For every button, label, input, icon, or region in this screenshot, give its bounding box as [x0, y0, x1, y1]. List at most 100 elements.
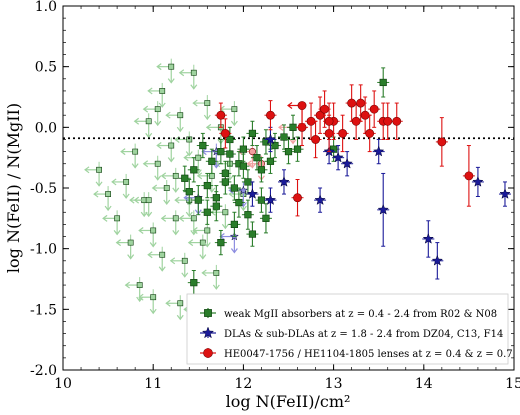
- data-point: [297, 101, 307, 110]
- data-point: [464, 171, 474, 181]
- upper-limit-arrow-head: [149, 308, 157, 315]
- data-point: [257, 196, 266, 204]
- data-point: [221, 178, 229, 186]
- left-limit-arrow-head: [84, 166, 90, 174]
- left-limit-arrow-head: [138, 293, 144, 301]
- limit-marker: [150, 294, 157, 301]
- left-limit-arrow-head: [183, 194, 189, 202]
- y-tick-label: 0.0: [35, 120, 57, 136]
- upper-limit-arrow-head: [185, 211, 193, 218]
- left-limit-arrow-head: [246, 160, 252, 168]
- data-point: [324, 116, 334, 126]
- limit-marker: [177, 300, 184, 307]
- data-point: [181, 174, 189, 182]
- upper-limit-arrow-head: [167, 157, 175, 163]
- left-limit-arrow-head: [129, 196, 135, 204]
- data-point: [499, 188, 511, 199]
- left-limit-arrow-head: [169, 257, 176, 265]
- upper-limit-arrow-head: [221, 223, 229, 230]
- legend-label: HE0047-1756 / HE1104-1805 lenses at z = …: [224, 349, 513, 360]
- axis-ticks: 10 11 12 13 14 15 1.0 0.5 0.0 -0.5 -1.0 -1.5 -2.0: [30, 0, 520, 392]
- limit-marker: [186, 136, 193, 143]
- data-point: [190, 279, 198, 287]
- left-limit-arrow-head: [187, 239, 194, 247]
- data-point: [190, 166, 198, 174]
- data-point: [246, 188, 259, 199]
- left-limit-arrow-head: [174, 196, 180, 204]
- data-point: [320, 104, 330, 114]
- data-point: [194, 196, 202, 204]
- upper-limit-arrow-head: [185, 151, 193, 157]
- legend-box: [186, 293, 509, 365]
- data-point: [293, 145, 302, 153]
- left-limit-arrow-head: [156, 142, 162, 150]
- legend: weak MgII absorbers at z = 0.4 - 2.4 fro…: [186, 293, 513, 365]
- data-point: [264, 133, 277, 145]
- legend-marker: [201, 326, 215, 339]
- upper-limit-arrow-head: [289, 138, 297, 145]
- y-tick-label: -0.5: [30, 181, 57, 197]
- data-point: [289, 123, 297, 131]
- limit-marker: [105, 191, 111, 197]
- data-point: [332, 151, 344, 163]
- upper-limit-arrow-head: [203, 114, 211, 121]
- limit-marker: [145, 118, 152, 125]
- x-tick-label: 12: [234, 376, 252, 392]
- data-point: [365, 128, 375, 138]
- left-limit-arrow-head: [178, 214, 185, 222]
- limit-marker: [172, 172, 179, 179]
- left-limit-arrow-head: [278, 123, 284, 131]
- upper-limit-arrow-head: [239, 205, 247, 212]
- limit-marker: [204, 227, 211, 234]
- limit-marker: [177, 112, 184, 119]
- left-limit-arrow-head: [192, 99, 198, 107]
- upper-limit-arrow-head: [176, 314, 184, 321]
- upper-limit-arrow-head: [172, 187, 180, 193]
- upper-limit-arrow-head: [104, 205, 112, 212]
- limit-marker: [132, 148, 139, 155]
- limit-marker: [159, 88, 166, 94]
- left-limit-arrow-head: [287, 102, 293, 109]
- left-limit-arrow-head: [102, 214, 108, 222]
- left-limit-arrow-head: [174, 135, 180, 143]
- data-point: [235, 198, 243, 207]
- data-point: [262, 214, 270, 222]
- limit-marker: [159, 251, 166, 258]
- left-limit-arrow-head: [133, 117, 140, 125]
- data-point: [253, 154, 261, 162]
- upper-limit-arrow-head: [208, 187, 216, 193]
- upper-limit-arrow-head: [167, 78, 175, 84]
- limit-marker: [168, 142, 175, 149]
- data-point: [199, 141, 207, 150]
- limit-marker: [222, 209, 229, 216]
- data-point: [244, 211, 252, 219]
- data-point: [422, 232, 434, 244]
- upper-limit-arrow-head: [158, 102, 166, 108]
- data-point: [248, 230, 257, 238]
- x-axis-title: log N(FeII)/cm²: [226, 392, 351, 411]
- data-point: [203, 208, 211, 216]
- data-point: [230, 184, 238, 192]
- data-point: [284, 148, 293, 156]
- left-limit-arrow-head: [142, 105, 149, 113]
- y-tick-label: -1.5: [30, 302, 57, 318]
- left-limit-arrow-head: [183, 154, 189, 162]
- limit-marker: [172, 215, 179, 222]
- left-limit-arrow-head: [160, 214, 167, 222]
- data-point: [212, 194, 220, 202]
- left-limit-arrow-head: [205, 123, 212, 131]
- limit-marker: [114, 215, 121, 222]
- limit-marker: [195, 154, 202, 161]
- left-limit-arrow-head: [120, 148, 126, 156]
- upper-limit-arrow-head: [122, 193, 130, 199]
- y-tick-label: 0.5: [35, 60, 57, 76]
- left-limit-arrow-head: [160, 172, 167, 180]
- data-point: [230, 220, 238, 229]
- left-limit-arrow-head: [196, 172, 203, 180]
- data-point: [293, 193, 302, 203]
- legend-label: DLAs & sub-DLAs at z = 1.8 - 2.4 from DZ…: [224, 329, 503, 340]
- upper-limit-arrow-head: [212, 163, 220, 169]
- upper-limit-arrow-head: [95, 181, 103, 187]
- y-axis-title: log N(FeII) / N(MgII): [4, 103, 23, 273]
- limit-marker: [190, 69, 197, 76]
